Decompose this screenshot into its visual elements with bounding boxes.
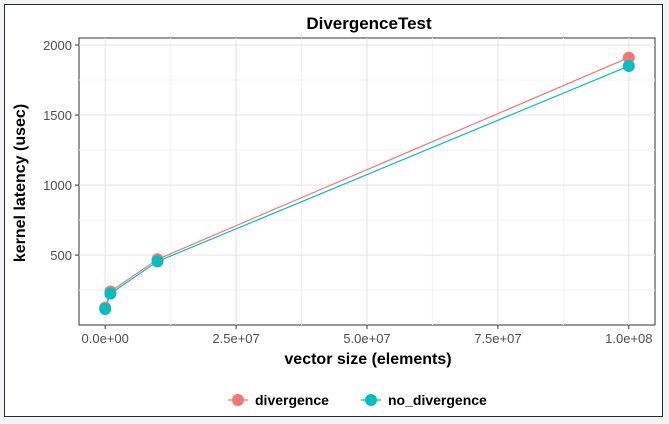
chart: DivergenceTest 0.0e+00 2.5e+07 5.0e+07 7.5e… bbox=[12, 14, 656, 408]
legend-label: divergence bbox=[255, 392, 329, 408]
x-tick-label: 0.0e+00 bbox=[82, 331, 129, 346]
y-tick-label: 1500 bbox=[43, 108, 72, 123]
legend: divergence no_divergence bbox=[228, 392, 487, 408]
y-tick-label: 2000 bbox=[43, 38, 72, 53]
data-point-no_divergence bbox=[99, 303, 112, 316]
axes: 0.0e+00 2.5e+07 5.0e+07 7.5e+07 1.0e+08 500 10… bbox=[43, 38, 652, 346]
x-axis-title: vector size (elements) bbox=[284, 351, 451, 368]
series-line-no_divergence bbox=[104, 65, 630, 310]
series-points bbox=[99, 51, 635, 316]
y-tick-label: 500 bbox=[50, 248, 72, 263]
x-tick-label: 1.0e+08 bbox=[605, 331, 652, 346]
legend-item-divergence: divergence bbox=[228, 392, 329, 408]
series-lines bbox=[104, 57, 630, 310]
data-point-no_divergence bbox=[151, 255, 164, 268]
data-point-no_divergence bbox=[622, 60, 635, 73]
x-tick-label: 2.5e+07 bbox=[212, 331, 259, 346]
legend-key-point bbox=[365, 394, 377, 406]
x-tick-label: 7.5e+07 bbox=[474, 331, 521, 346]
y-tick-label: 1000 bbox=[43, 178, 72, 193]
data-point-no_divergence bbox=[104, 287, 117, 300]
legend-label: no_divergence bbox=[388, 392, 487, 408]
y-axis-title: kernel latency (usec) bbox=[12, 104, 29, 262]
x-tick-label: 5.0e+07 bbox=[343, 331, 390, 346]
chart-title: DivergenceTest bbox=[306, 14, 432, 33]
legend-key-point bbox=[232, 394, 244, 406]
gridlines bbox=[79, 38, 655, 325]
chart-frame: DivergenceTest 0.0e+00 2.5e+07 5.0e+07 7.5e… bbox=[4, 4, 663, 417]
legend-item-no_divergence: no_divergence bbox=[361, 392, 487, 408]
data-point-divergence bbox=[622, 51, 635, 64]
